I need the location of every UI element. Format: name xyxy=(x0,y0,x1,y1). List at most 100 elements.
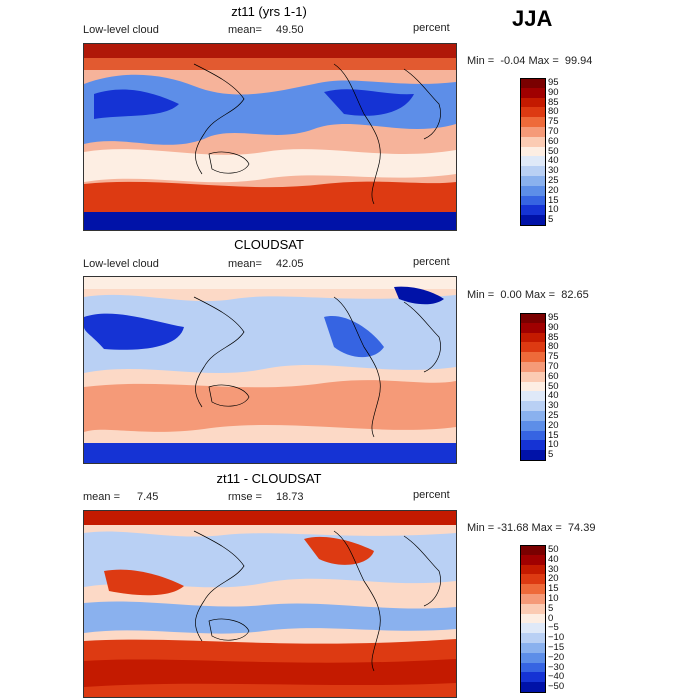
colorbar-label: 70 xyxy=(548,126,559,137)
panel-3-rmse-label: rmse = xyxy=(228,491,262,503)
panel-1-mean-value: 49.50 xyxy=(276,24,304,36)
season-label: JJA xyxy=(512,6,553,31)
colorbar-swatch xyxy=(520,215,546,226)
colorbar-swatch xyxy=(520,450,546,461)
colorbar-swatch xyxy=(520,371,546,382)
colorbar-label: 15 xyxy=(548,194,559,206)
panel-1-map xyxy=(83,43,457,231)
colorbar-swatch xyxy=(520,381,546,392)
colorbar-label: −30 xyxy=(548,661,565,673)
colorbar-label: 10 xyxy=(548,593,559,604)
colorbar-label: 95 xyxy=(548,77,559,88)
colorbar-label: 40 xyxy=(548,390,559,402)
colorbar-swatch xyxy=(520,107,546,118)
colorbar-label: 50 xyxy=(548,380,559,392)
colorbar-swatch xyxy=(520,332,546,343)
colorbar-swatch xyxy=(520,564,546,575)
colorbar-swatch xyxy=(520,652,546,663)
colorbar-swatch xyxy=(520,545,546,556)
colorbar-swatch xyxy=(520,78,546,89)
colorbar-swatch xyxy=(520,672,546,683)
colorbar-label: 20 xyxy=(548,184,559,196)
colorbar-label: 20 xyxy=(548,419,559,431)
panel-2-min-value: 0.00 xyxy=(500,289,522,301)
panel-3-mean-label: mean = xyxy=(83,491,120,503)
colorbar-label: 30 xyxy=(548,400,559,412)
panel-2-max-value: 82.65 xyxy=(561,289,589,301)
panel-3-minmax: Min = -31.68 Max = 74.39 xyxy=(467,522,595,534)
colorbar-swatch xyxy=(520,136,546,147)
colorbar-label: 75 xyxy=(548,116,559,128)
panel-2-mean-value: 42.05 xyxy=(276,258,304,270)
panel-2-map xyxy=(83,276,457,464)
colorbar-swatch xyxy=(520,195,546,206)
colorbar-swatch xyxy=(520,633,546,643)
colorbar-swatch xyxy=(520,322,546,333)
colorbar-swatch xyxy=(520,362,546,372)
colorbar-label: 40 xyxy=(548,553,559,565)
colorbar-swatch xyxy=(520,623,546,634)
colorbar-label: 80 xyxy=(548,106,559,118)
colorbar-label: 20 xyxy=(548,573,559,585)
colorbar-label: 10 xyxy=(548,439,559,451)
panel-1-map-field xyxy=(84,44,456,230)
colorbar-label: 30 xyxy=(548,563,559,575)
colorbar-label: 90 xyxy=(548,86,559,98)
colorbar-label: −15 xyxy=(548,642,565,653)
colorbar-swatch xyxy=(520,97,546,108)
colorbar-label: 15 xyxy=(548,583,559,595)
colorbar-label: −5 xyxy=(548,622,559,634)
colorbar-swatch xyxy=(520,574,546,585)
colorbar-label: 60 xyxy=(548,370,559,382)
panel-2-minmax: Min = 0.00 Max = 82.65 xyxy=(467,289,589,301)
colorbar-swatch xyxy=(520,176,546,186)
colorbar-swatch xyxy=(520,146,546,157)
panel-2-min-label: Min = xyxy=(467,289,495,301)
colorbar-swatch xyxy=(520,117,546,127)
colorbar-swatch xyxy=(520,682,546,693)
panel-1-units: percent xyxy=(413,22,450,34)
colorbar-swatch xyxy=(520,352,546,362)
panel-2-mean-label: mean= xyxy=(228,258,262,270)
panel-1-max-label: Max = xyxy=(528,55,559,67)
colorbar-swatch xyxy=(520,430,546,441)
colorbar-swatch xyxy=(520,662,546,673)
colorbar-label: 5 xyxy=(548,449,554,461)
colorbar-swatch xyxy=(520,594,546,604)
colorbar-swatch xyxy=(520,420,546,431)
colorbar-label: −40 xyxy=(548,671,565,683)
panel-1-max-value: 99.94 xyxy=(564,55,593,67)
colorbar-swatch xyxy=(520,411,546,421)
colorbar-swatch xyxy=(520,205,546,216)
colorbar-label: 40 xyxy=(548,155,559,167)
panel-3-mean-value: 7.45 xyxy=(137,491,159,503)
panel-3-rmse-value: 18.73 xyxy=(276,491,304,503)
colorbar-swatch xyxy=(520,342,546,353)
colorbar-swatch xyxy=(520,185,546,196)
colorbar-label: −50 xyxy=(548,681,565,693)
colorbar-swatch xyxy=(520,156,546,167)
colorbar-swatch xyxy=(520,166,546,176)
colorbar-swatch xyxy=(520,603,546,614)
colorbar-swatch xyxy=(520,584,546,594)
colorbar-swatch xyxy=(520,643,546,653)
panel-3-map-field xyxy=(84,511,456,697)
colorbar-label: 85 xyxy=(548,96,559,108)
colorbar-label: 70 xyxy=(548,361,559,372)
panel-3-max-value: 74.39 xyxy=(567,522,596,534)
panel-2-variable-label: Low-level cloud xyxy=(83,258,159,270)
colorbar-label: 30 xyxy=(548,165,559,177)
colorbar-swatch xyxy=(520,127,546,137)
panel-1-variable-label: Low-level cloud xyxy=(83,24,159,36)
panel-1-mean-label: mean= xyxy=(228,24,262,36)
panel-3-min-value: -31.68 xyxy=(497,522,529,534)
colorbar-label: 75 xyxy=(548,351,559,363)
panel-2-map-field xyxy=(84,277,456,463)
colorbar-swatch xyxy=(520,401,546,411)
panel-2-title: CLOUDSAT xyxy=(234,237,304,252)
colorbar-swatch xyxy=(520,87,546,98)
panel-1-title: zt11 (yrs 1-1) xyxy=(231,4,307,19)
colorbar-label: 95 xyxy=(548,312,559,323)
colorbar-label: 5 xyxy=(548,602,554,614)
panel-3-units: percent xyxy=(413,489,450,501)
